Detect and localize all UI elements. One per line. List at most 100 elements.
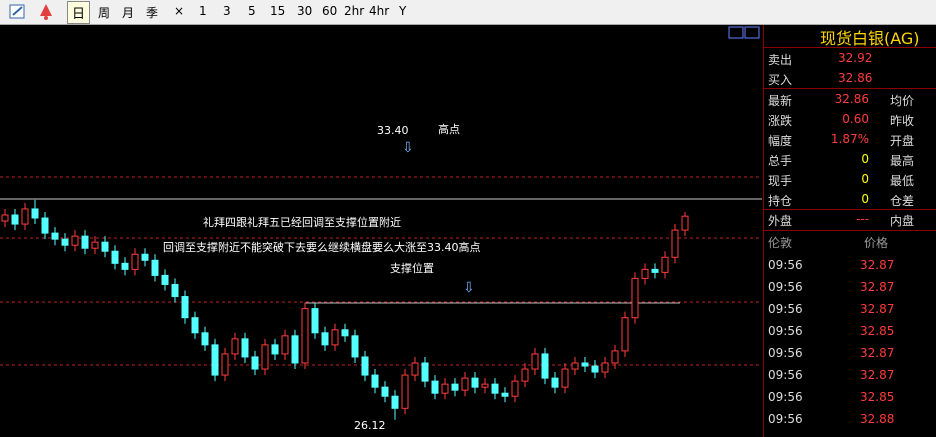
candle-body	[581, 362, 589, 367]
candle-body	[651, 268, 659, 273]
annotation: 礼拜四跟礼拜五已经回调至支撑位置附近	[203, 215, 401, 229]
candle-body	[631, 277, 639, 319]
tick-time: 09:56	[768, 412, 803, 426]
period-button[interactable]: 日	[67, 1, 91, 24]
candle-body	[491, 383, 499, 394]
period-button[interactable]: 1	[199, 4, 207, 18]
quote-value: 0.60	[842, 112, 869, 126]
candlestick-chart: ⇩ ⇩ 33.40 高点 礼拜四跟礼拜五已经回调至支撑位置附近 回调至支撑附近不…	[0, 25, 763, 437]
arrow: ⇩	[463, 280, 475, 296]
candle-body	[101, 241, 109, 252]
level-lines	[0, 176, 762, 366]
period-button[interactable]: 3	[223, 4, 231, 18]
tick-price: 32.85	[860, 324, 895, 338]
quote-value: 0	[861, 192, 869, 206]
candle-body	[511, 380, 519, 397]
candle-body	[121, 262, 129, 270]
tick-price: 32.87	[860, 368, 895, 382]
candle-body	[671, 229, 679, 258]
candle-body	[281, 335, 289, 355]
candle-body	[481, 383, 489, 388]
candle-body	[521, 368, 529, 382]
candle-body	[471, 377, 479, 388]
candle-body	[221, 353, 229, 376]
candle-body	[311, 308, 319, 334]
quote-value: ---	[856, 212, 869, 226]
period-button[interactable]: 周	[98, 6, 111, 20]
candle-body	[641, 268, 649, 279]
candle-body	[81, 235, 89, 249]
quote-label: 最低	[890, 174, 915, 188]
quote-label: 卖出	[768, 53, 793, 67]
candle-body	[231, 338, 239, 355]
quote-value: 0	[861, 152, 869, 166]
annotation: 33.40	[377, 124, 409, 137]
period-button[interactable]: 月	[122, 6, 135, 20]
candle-body	[151, 259, 159, 276]
quote-label: 现手	[768, 174, 793, 188]
candle-body	[591, 365, 599, 373]
ticks-header: 价格	[864, 236, 889, 250]
chart-bg	[0, 25, 763, 437]
candle-body	[661, 256, 669, 273]
tick-price: 32.87	[860, 302, 895, 316]
tick-price: 32.87	[860, 258, 895, 272]
candle-body	[441, 383, 449, 394]
annotation: 高点	[438, 122, 460, 136]
divider	[764, 209, 936, 210]
period-button[interactable]: Y	[399, 4, 407, 18]
candle-body	[11, 214, 19, 225]
quote-label: 开盘	[890, 134, 915, 148]
quote-label: 幅度	[768, 134, 793, 148]
annotation: 回调至支撑附近不能突破下去要么继续横盘要么大涨至33.40高点	[163, 240, 481, 254]
candle-body	[361, 356, 369, 376]
period-button[interactable]: ×	[174, 4, 185, 18]
tick-price: 32.87	[860, 346, 895, 360]
candle-body	[371, 374, 379, 388]
low-label: 26.12	[354, 419, 386, 432]
quote-label: 持仓	[768, 194, 793, 208]
candle-body	[321, 332, 329, 346]
period-button[interactable]: 60	[322, 4, 338, 18]
tick-time: 09:56	[768, 302, 803, 316]
period-button[interactable]: 30	[297, 4, 313, 18]
candle-body	[451, 383, 459, 391]
period-button[interactable]: 2hr	[344, 4, 365, 18]
period-button[interactable]: 4hr	[369, 4, 390, 18]
candle-body	[461, 377, 469, 391]
candle-body	[171, 283, 179, 298]
quote-label: 涨跌	[768, 114, 793, 128]
candle-body	[531, 353, 539, 370]
candle-body	[131, 253, 139, 270]
tick-time: 09:56	[768, 390, 803, 404]
tick-time: 09:56	[768, 280, 803, 294]
candle-body	[341, 329, 349, 337]
candle-body	[1, 214, 9, 222]
period-button[interactable]: 季	[146, 6, 159, 20]
candle-body	[51, 232, 59, 240]
candle-body	[601, 362, 609, 373]
tick-price: 32.87	[860, 280, 895, 294]
candle-body	[41, 217, 49, 234]
tick-price: 32.88	[860, 412, 895, 426]
candle-body	[431, 380, 439, 394]
candle-body	[181, 296, 189, 319]
candle-body	[501, 392, 509, 397]
quote-label: 外盘	[768, 214, 793, 228]
quote-title: 现货白银(AG)	[820, 29, 920, 48]
candle-body	[141, 253, 149, 261]
ticks-header: 伦敦	[768, 236, 793, 250]
quote-label: 总手	[768, 154, 793, 168]
candle-body	[91, 241, 99, 249]
toolbar-icons	[9, 4, 52, 20]
period-button[interactable]: 15	[270, 4, 286, 18]
toolbar: 日周月季 × 1 3 5 15 30 60 2hr 4hr Y	[0, 0, 936, 25]
arrow: ⇩	[402, 140, 414, 156]
period-button[interactable]: 5	[248, 4, 256, 18]
tick-time: 09:56	[768, 324, 803, 338]
candle-body	[541, 353, 549, 379]
nav-left[interactable]	[728, 26, 744, 39]
nav-right[interactable]	[744, 26, 760, 39]
candle-body	[291, 335, 299, 364]
